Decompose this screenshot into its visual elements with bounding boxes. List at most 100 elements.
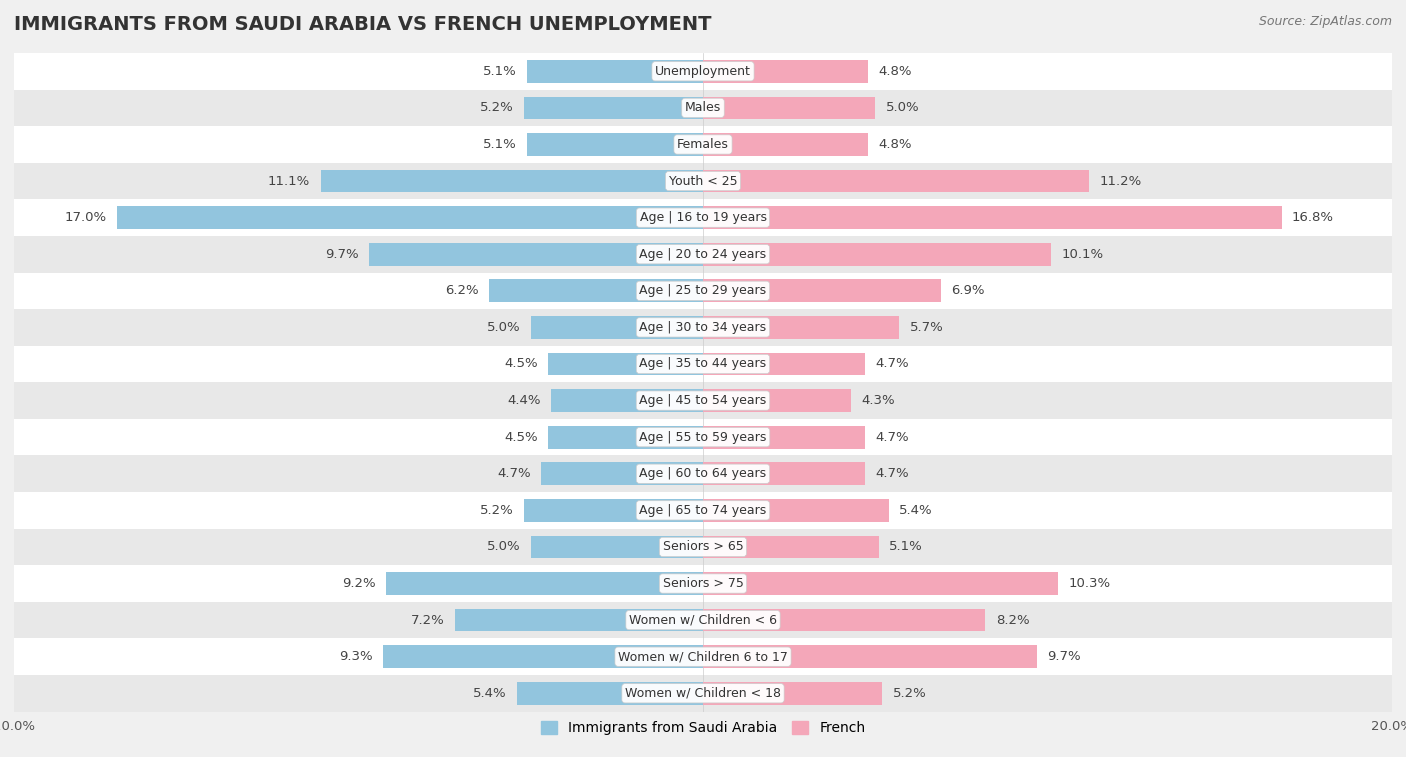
Bar [527, 60, 703, 83]
Bar [14, 382, 1392, 419]
Text: 8.2%: 8.2% [995, 614, 1029, 627]
Bar [703, 609, 986, 631]
Text: 5.0%: 5.0% [486, 540, 520, 553]
Text: 7.2%: 7.2% [411, 614, 444, 627]
Text: Source: ZipAtlas.com: Source: ZipAtlas.com [1258, 15, 1392, 28]
Bar [321, 170, 703, 192]
Text: 4.7%: 4.7% [875, 431, 908, 444]
Bar [531, 316, 703, 338]
Bar [703, 133, 869, 156]
Bar [14, 602, 1392, 638]
Bar [703, 316, 900, 338]
Text: 5.7%: 5.7% [910, 321, 943, 334]
Text: Unemployment: Unemployment [655, 65, 751, 78]
Text: Youth < 25: Youth < 25 [669, 175, 737, 188]
Bar [14, 126, 1392, 163]
Bar [14, 492, 1392, 528]
Bar [14, 89, 1392, 126]
Text: 4.3%: 4.3% [862, 394, 896, 407]
Bar [14, 163, 1392, 199]
Text: 4.7%: 4.7% [875, 467, 908, 480]
Text: 9.3%: 9.3% [339, 650, 373, 663]
Bar [703, 646, 1038, 668]
Bar [14, 456, 1392, 492]
Bar [551, 389, 703, 412]
Text: 6.2%: 6.2% [446, 285, 479, 298]
Bar [382, 646, 703, 668]
Text: 11.1%: 11.1% [269, 175, 311, 188]
Bar [14, 199, 1392, 236]
Bar [703, 170, 1088, 192]
Bar [524, 499, 703, 522]
Bar [703, 97, 875, 119]
Text: Seniors > 75: Seniors > 75 [662, 577, 744, 590]
Text: Age | 35 to 44 years: Age | 35 to 44 years [640, 357, 766, 370]
Bar [14, 675, 1392, 712]
Text: Age | 55 to 59 years: Age | 55 to 59 years [640, 431, 766, 444]
Bar [703, 279, 941, 302]
Bar [489, 279, 703, 302]
Text: Age | 45 to 54 years: Age | 45 to 54 years [640, 394, 766, 407]
Text: 4.7%: 4.7% [875, 357, 908, 370]
Bar [703, 353, 865, 375]
Text: Age | 20 to 24 years: Age | 20 to 24 years [640, 248, 766, 260]
Text: 9.2%: 9.2% [342, 577, 375, 590]
Text: 5.1%: 5.1% [484, 65, 517, 78]
Bar [14, 528, 1392, 565]
Bar [14, 346, 1392, 382]
Text: Women w/ Children 6 to 17: Women w/ Children 6 to 17 [619, 650, 787, 663]
Text: 10.3%: 10.3% [1069, 577, 1111, 590]
Bar [117, 207, 703, 229]
Text: 5.4%: 5.4% [900, 504, 934, 517]
Text: 5.4%: 5.4% [472, 687, 506, 699]
Text: IMMIGRANTS FROM SAUDI ARABIA VS FRENCH UNEMPLOYMENT: IMMIGRANTS FROM SAUDI ARABIA VS FRENCH U… [14, 15, 711, 34]
Text: 16.8%: 16.8% [1292, 211, 1334, 224]
Bar [703, 426, 865, 448]
Text: 5.1%: 5.1% [484, 138, 517, 151]
Bar [14, 309, 1392, 346]
Bar [14, 638, 1392, 675]
Bar [703, 389, 851, 412]
Text: 17.0%: 17.0% [65, 211, 107, 224]
Legend: Immigrants from Saudi Arabia, French: Immigrants from Saudi Arabia, French [536, 716, 870, 741]
Text: Males: Males [685, 101, 721, 114]
Text: 5.2%: 5.2% [479, 101, 513, 114]
Text: 10.1%: 10.1% [1062, 248, 1104, 260]
Text: Age | 65 to 74 years: Age | 65 to 74 years [640, 504, 766, 517]
Bar [703, 499, 889, 522]
Text: 5.0%: 5.0% [886, 101, 920, 114]
Text: 5.2%: 5.2% [893, 687, 927, 699]
Text: 4.8%: 4.8% [879, 138, 912, 151]
Bar [456, 609, 703, 631]
Bar [541, 463, 703, 485]
Bar [387, 572, 703, 595]
Text: 4.7%: 4.7% [498, 467, 531, 480]
Bar [517, 682, 703, 705]
Bar [14, 565, 1392, 602]
Text: 5.2%: 5.2% [479, 504, 513, 517]
Text: 5.0%: 5.0% [486, 321, 520, 334]
Bar [703, 207, 1282, 229]
Text: 4.5%: 4.5% [503, 431, 537, 444]
Text: 6.9%: 6.9% [950, 285, 984, 298]
Text: 5.1%: 5.1% [889, 540, 922, 553]
Text: 4.4%: 4.4% [508, 394, 541, 407]
Text: 4.8%: 4.8% [879, 65, 912, 78]
Bar [548, 426, 703, 448]
Text: Age | 30 to 34 years: Age | 30 to 34 years [640, 321, 766, 334]
Bar [527, 133, 703, 156]
Bar [14, 419, 1392, 456]
Bar [14, 236, 1392, 273]
Bar [703, 682, 882, 705]
Bar [368, 243, 703, 266]
Bar [703, 572, 1057, 595]
Text: Age | 60 to 64 years: Age | 60 to 64 years [640, 467, 766, 480]
Text: 9.7%: 9.7% [325, 248, 359, 260]
Bar [524, 97, 703, 119]
Bar [703, 60, 869, 83]
Bar [14, 273, 1392, 309]
Text: Women w/ Children < 18: Women w/ Children < 18 [626, 687, 780, 699]
Text: Women w/ Children < 6: Women w/ Children < 6 [628, 614, 778, 627]
Bar [14, 53, 1392, 89]
Text: Age | 16 to 19 years: Age | 16 to 19 years [640, 211, 766, 224]
